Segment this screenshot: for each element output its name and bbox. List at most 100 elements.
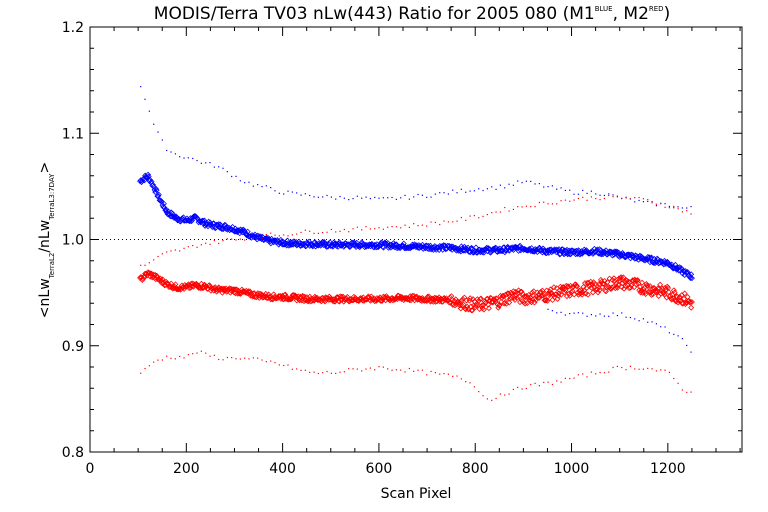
data-point: [603, 288, 609, 295]
lower-bound-point: [434, 372, 436, 374]
lower-bound-point: [642, 318, 645, 320]
data-point: [681, 295, 687, 302]
lower-bound-point: [252, 357, 254, 359]
upper-bound-point: [382, 197, 384, 199]
lower-bound-point: [664, 369, 666, 371]
upper-bound-point: [291, 234, 293, 236]
upper-bound-point: [365, 226, 367, 228]
upper-bound-point: [261, 237, 263, 239]
upper-bound-point: [400, 227, 402, 229]
data-point: [432, 245, 439, 252]
upper-bound-point: [387, 197, 389, 199]
lower-bound-point: [361, 370, 363, 372]
upper-bound-point: [348, 231, 350, 233]
data-point: [522, 300, 529, 307]
upper-bound-point: [226, 238, 228, 240]
chart-title-mid: , M2: [613, 4, 649, 24]
data-point: [530, 292, 536, 299]
upper-bound-point: [426, 196, 428, 198]
data-point: [524, 247, 531, 254]
upper-bound-point: [551, 203, 553, 205]
upper-bound-point: [426, 225, 428, 227]
upper-bound-point: [378, 227, 380, 229]
lower-bound-point: [647, 367, 649, 369]
data-point: [548, 249, 555, 256]
chart-title-sup-red: RED: [649, 5, 664, 13]
data-point: [562, 287, 569, 294]
data-point: [340, 293, 347, 300]
upper-bound-point: [395, 226, 397, 228]
data-point: [613, 248, 620, 255]
lower-bound-point: [439, 373, 441, 375]
lower-bound-point: [569, 312, 571, 315]
lower-bound-point: [456, 375, 458, 377]
upper-bound-point: [495, 211, 497, 213]
data-point: [589, 289, 596, 296]
data-point: [287, 296, 294, 303]
upper-bound-point: [582, 196, 584, 198]
data-point: [456, 299, 463, 306]
data-point: [458, 297, 465, 304]
data-point: [139, 177, 146, 184]
lower-bound-point: [625, 316, 627, 318]
upper-bound-point: [213, 239, 215, 242]
upper-bound-point: [196, 159, 198, 162]
data-point: [351, 239, 358, 246]
upper-bound-point: [447, 221, 449, 223]
data-point: [161, 204, 168, 211]
upper-bound-point: [456, 192, 458, 194]
upper-bound-point: [322, 196, 324, 198]
upper-bound-point: [556, 188, 558, 190]
lower-bound-point: [196, 352, 198, 354]
lower-bound-point: [283, 364, 285, 367]
upper-bound-point: [257, 183, 259, 186]
lower-bound-point: [664, 326, 666, 328]
x-axis: 0 200 400 600 800 1000 1200: [86, 27, 741, 477]
lower-bound-point: [218, 358, 220, 361]
upper-bound-point: [595, 193, 597, 195]
data-point: [362, 296, 369, 303]
lower-bound-point: [304, 369, 306, 371]
upper-bound-point: [356, 226, 358, 228]
lower-bound-point: [582, 373, 584, 375]
lower-bound-point: [261, 359, 263, 361]
upper-bound-point: [668, 207, 671, 209]
upper-bound-point: [525, 205, 527, 207]
data-point: [565, 283, 572, 290]
data-point: [529, 289, 536, 296]
data-point: [554, 295, 561, 302]
upper-bound-point: [569, 189, 571, 191]
lower-bound-point: [174, 358, 176, 360]
upper-bound-point: [144, 98, 146, 100]
lower-bound-point: [278, 364, 280, 366]
data-point: [574, 283, 581, 290]
upper-bound-point: [361, 197, 363, 199]
lower-bound-point: [339, 371, 341, 373]
upper-bound-point: [330, 228, 332, 231]
lower-bound-point: [512, 388, 514, 391]
y-tick-label: 1.1: [62, 126, 84, 142]
data-point: [540, 291, 547, 298]
upper-bound-point: [681, 211, 684, 213]
lower-bound-point: [647, 321, 649, 323]
data-point: [549, 297, 556, 303]
lower-bound-point: [612, 366, 614, 369]
upper-bound-point: [213, 166, 215, 168]
lower-bound-point: [322, 372, 324, 374]
data-point: [618, 274, 625, 281]
upper-bound-point: [296, 233, 298, 235]
upper-bound-point: [326, 231, 328, 233]
y-label-open: <nLw: [37, 278, 53, 318]
upper-bound-point: [599, 194, 601, 196]
lower-bound-point: [586, 376, 588, 378]
x-tick-label: 1000: [554, 461, 590, 477]
lower-bound-point: [408, 367, 410, 370]
lower-bound-point: [417, 369, 419, 371]
upper-bound-point: [469, 215, 471, 217]
lower-bound-point: [629, 316, 632, 319]
data-point: [597, 276, 604, 283]
upper-bound-point: [590, 190, 592, 192]
upper-bound-point: [560, 187, 562, 189]
data-point: [506, 299, 513, 306]
upper-bound-point: [235, 239, 237, 241]
